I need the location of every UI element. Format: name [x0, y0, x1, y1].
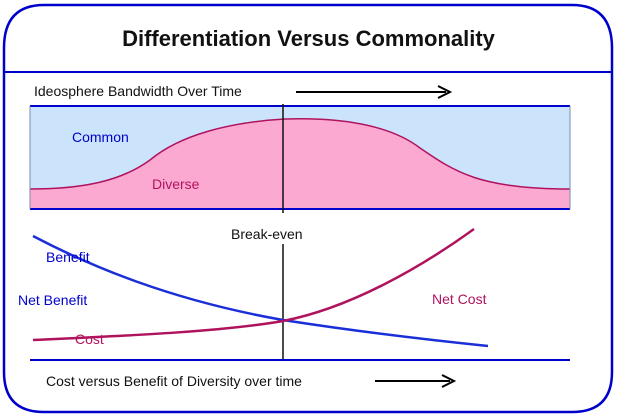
diverse-boundary-line — [29, 117, 571, 190]
bottom-arrow-head — [441, 374, 457, 388]
bottom-caption: Cost versus Benefit of Diversity over ti… — [46, 373, 302, 389]
top-arrow-head — [437, 85, 453, 99]
net-cost-label: Net Cost — [432, 291, 487, 307]
cost-curve — [32, 227, 475, 342]
net-benefit-label: Net Benefit — [18, 292, 88, 308]
common-label: Common — [72, 129, 129, 145]
cost-label: Cost — [75, 331, 104, 347]
top-caption: Ideosphere Bandwidth Over Time — [34, 83, 242, 99]
break-even-label: Break-even — [231, 226, 303, 242]
diverse-region — [30, 118, 570, 209]
diagram-title: Differentiation Versus Commonality — [122, 26, 495, 51]
benefit-label: Benefit — [46, 249, 90, 265]
diverse-label: Diverse — [152, 176, 200, 192]
